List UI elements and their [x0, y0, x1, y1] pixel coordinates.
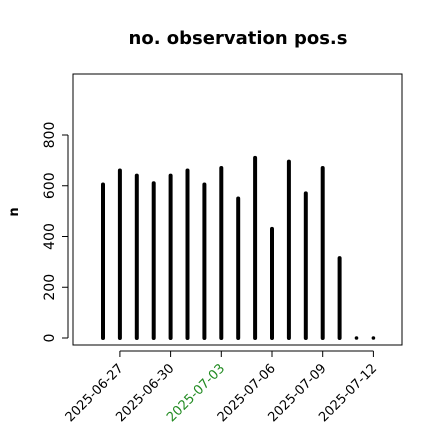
y-tick-label: 200: [42, 274, 58, 301]
x-axis: 2025-06-272025-06-302025-07-032025-07-06…: [63, 350, 380, 425]
y-axis-label: n: [7, 207, 22, 216]
y-tick-label: 400: [42, 223, 58, 250]
plot-frame: [72, 73, 403, 346]
y-tick-label: 800: [42, 122, 58, 149]
y-tick-label: 0: [42, 334, 58, 343]
bars: [101, 155, 376, 340]
bar-zero-point: [371, 336, 376, 340]
chart-title: no. observation pos.s: [129, 28, 348, 49]
y-axis: 0 200 400 600 800: [42, 122, 69, 343]
y-tick-label: 600: [42, 172, 58, 199]
bar-zero-point: [354, 336, 359, 340]
